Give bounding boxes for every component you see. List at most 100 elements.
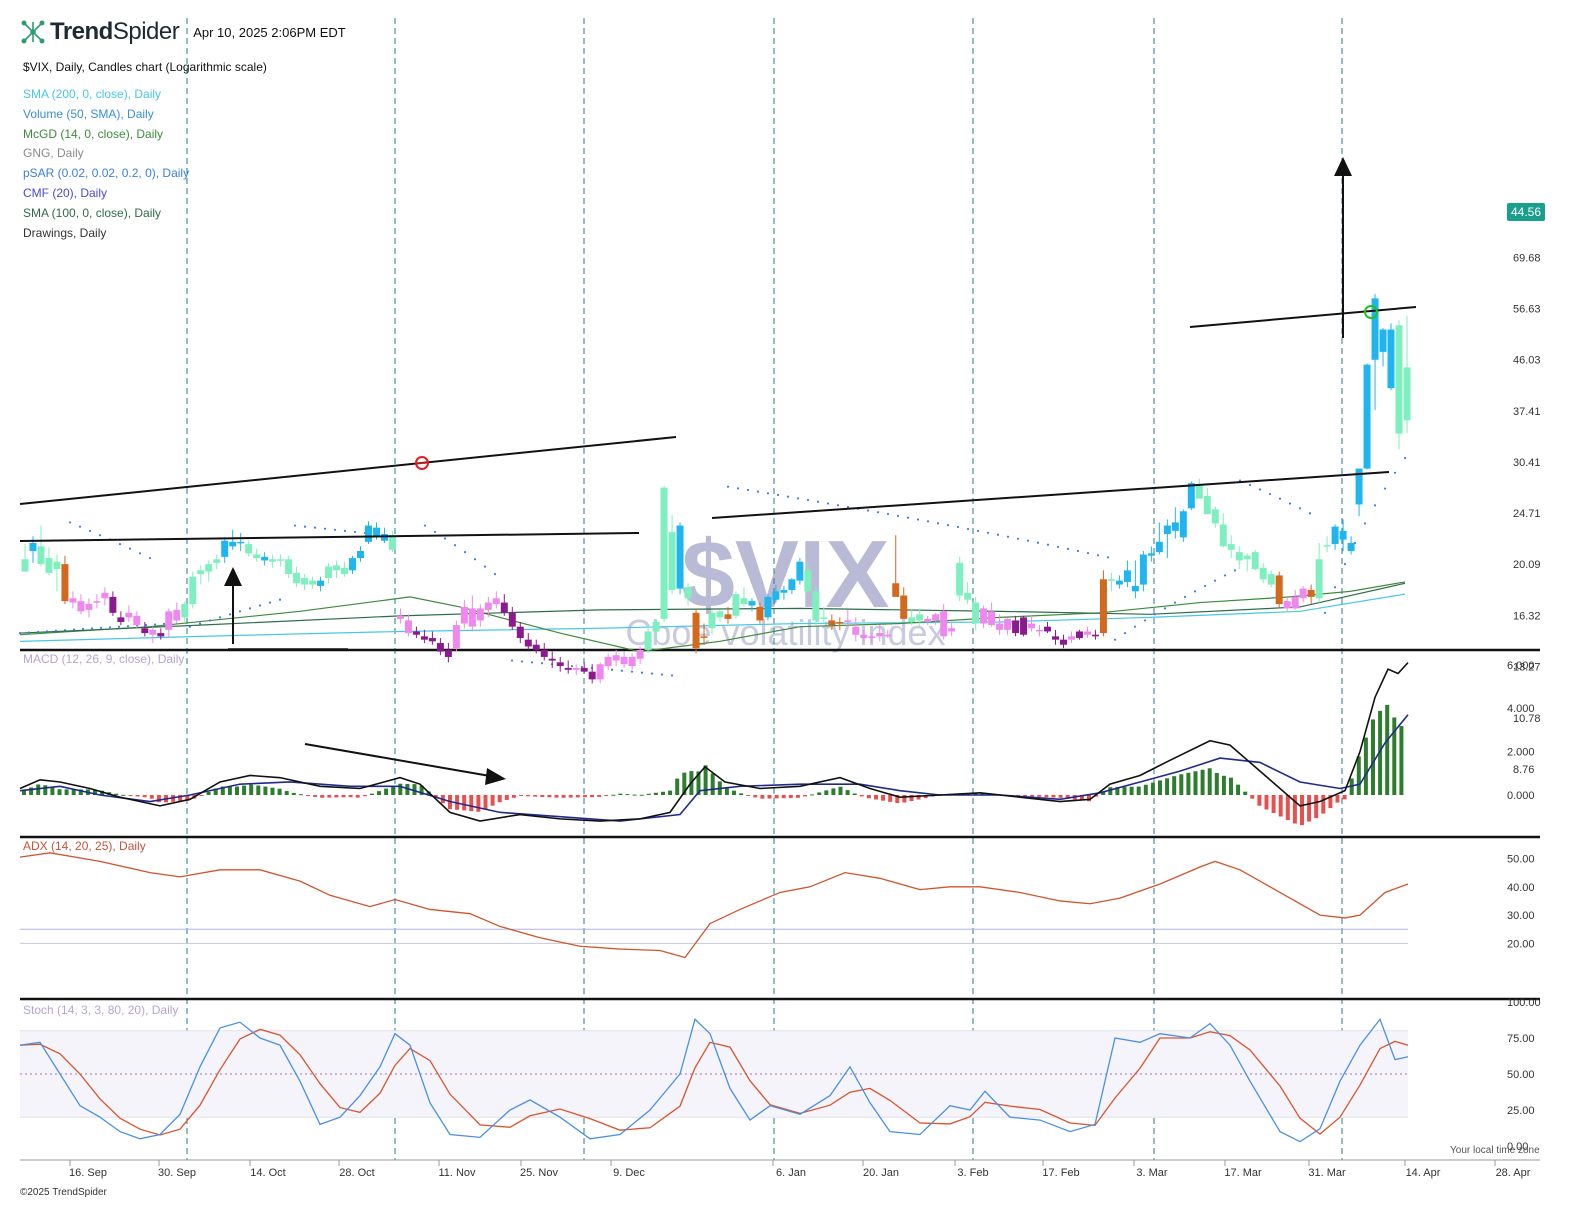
candle-body [812,591,820,621]
macd-histogram-bar [398,783,403,795]
macd-histogram-bar [220,786,225,795]
legend-item[interactable]: CMF (20), Daily [23,185,108,200]
legend-item[interactable]: McGD (14, 0, close), Daily [23,126,164,141]
psar-dot [1248,483,1252,487]
legend-item[interactable]: Drawings, Daily [23,225,107,240]
macd-histogram-bar [1278,795,1283,817]
macd-histogram-bar [852,793,857,795]
candle-body [532,644,540,650]
psar-dot [640,671,644,674]
candle-body [380,534,388,541]
candle-body [892,583,900,597]
psar-dot [343,529,347,532]
psar-dot [946,524,950,527]
candle-body [548,658,556,661]
psar-dot [303,525,307,528]
legend-item[interactable]: GNG, Daily [23,146,84,161]
psar-dot [268,601,272,604]
psar-dot [896,514,900,517]
macd-histogram-bar [1150,782,1155,795]
candle-body [804,570,812,592]
candle-body [1091,634,1099,637]
candle-body [293,572,301,584]
candle-body [1243,555,1251,560]
macd-histogram-bar [362,795,367,797]
x-axis-tick-label: 6. Jan [776,1167,806,1179]
macd-histogram-bar [519,795,523,796]
candle-body [932,614,940,621]
candle-body [508,612,516,627]
legend-item[interactable]: SMA (200, 0, close), Daily [23,87,162,101]
candle-body [1251,552,1259,570]
macd-axis-tick-label: 2.000 [1507,747,1535,759]
macd-histogram-bar [1108,787,1113,795]
macd-histogram-bar [625,794,630,796]
psar-dot [976,529,980,532]
psar-dot [1076,549,1080,553]
sma-200-line [19,593,1406,642]
psar-dot [796,497,800,500]
macd-histogram-bar [1385,704,1390,795]
macd-histogram-bar [696,771,701,795]
macd-histogram-bar [703,765,708,795]
psar-dot [1203,584,1207,588]
macd-histogram-bar [185,795,190,801]
candle-body [980,608,988,624]
candle-body [365,525,373,542]
arrow-head [485,768,506,785]
candle-body [1379,329,1387,352]
adx-panel-label: ADX (14, 20, 25), Daily [23,839,146,853]
candle-body [868,636,876,639]
candle-body [644,631,652,650]
psar-dot [966,527,970,531]
candle-body [772,591,780,600]
macd-histogram-bar [724,787,729,795]
candle-body [1363,364,1371,469]
legend-item[interactable]: Volume (50, SMA), Daily [23,106,154,121]
psar-dot [756,490,760,493]
psar-dot [443,537,447,540]
macd-histogram-bar [582,795,587,798]
candle-body [588,671,596,680]
macd-histogram-bar [178,795,183,802]
psar-dot [278,598,282,601]
macd-histogram-bar [618,793,623,795]
psar-dot [153,623,157,626]
macd-histogram-bar [121,794,126,796]
macd-histogram-bar [1051,795,1056,798]
candle-body [1115,580,1123,585]
psar-dot [736,487,740,490]
candle-body [692,612,700,649]
candle-body [676,525,684,589]
macd-histogram-bar [313,795,318,797]
candle-body [229,541,237,547]
macd-histogram-bar [1378,710,1383,795]
adx-axis-tick-label: 50.00 [1507,854,1535,866]
psar-dot [1056,545,1060,548]
macd-histogram-bar [1392,717,1397,795]
macd-histogram-bar [355,795,360,798]
candle-body [1195,485,1203,499]
legend-item[interactable]: pSAR (0.02, 0.02, 0.2, 0), Daily [23,166,190,181]
legend-item[interactable]: SMA (100, 0, close), Daily [23,205,162,220]
candle-body [516,626,524,639]
candle-body [1211,509,1219,524]
psar-dot [580,665,584,669]
psar-dot [650,672,654,675]
candle-body [452,625,460,649]
macd-histogram-bar [1307,795,1312,822]
psar-dot [1183,595,1187,599]
candle-body [269,559,277,562]
macd-histogram-bar [682,772,687,795]
candle-body [333,565,341,571]
brand-logo[interactable]: TrendSpider [50,18,180,45]
candle-body [173,609,181,621]
macd-histogram-bar [1079,795,1084,801]
candle-body [412,631,420,635]
macd-histogram-bar [632,794,637,796]
macd-histogram-bar [327,795,332,798]
psar-dot [1113,638,1117,641]
psar-dot [118,542,122,546]
psar-dot [1268,492,1272,496]
